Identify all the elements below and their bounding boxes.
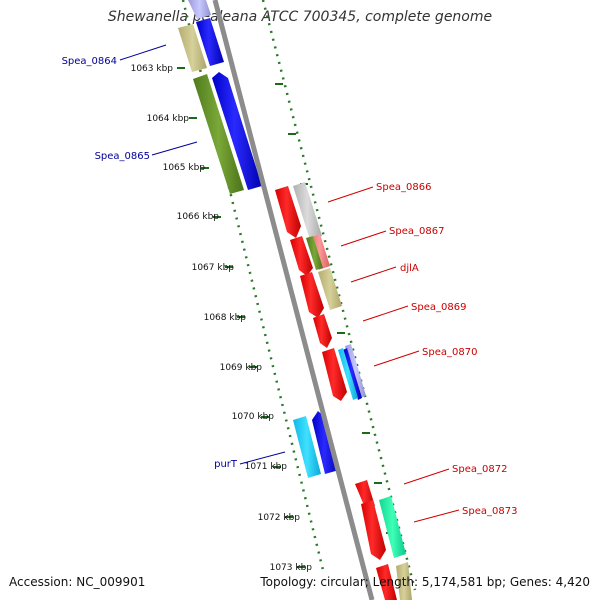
- gene-block-blue-0870: [343, 348, 362, 400]
- gene-arrow-red-0869: [313, 314, 332, 348]
- gene-label-spea-0865[interactable]: Spea_0865: [95, 151, 150, 162]
- kbp-label: 1065 kbp: [163, 163, 206, 173]
- gene-arrow-blue-purt: [312, 411, 339, 474]
- gene-label-spea-0864[interactable]: Spea_0864: [62, 56, 117, 67]
- gene-block-blue-top: [196, 18, 224, 66]
- gene-label-purt[interactable]: purT: [214, 459, 238, 470]
- gene-block-olive-0867: [306, 236, 323, 270]
- gene-arrow-red-0873: [361, 500, 386, 560]
- gene-arrow-red-0870: [322, 348, 347, 401]
- gene-arrow-red-0866: [275, 186, 301, 238]
- gene-block-olive: [193, 74, 244, 194]
- gene-block-gray-0866: [293, 182, 322, 240]
- genome-summary-text: Topology: circular; Length: 5,174,581 bp…: [260, 575, 590, 589]
- genome-backbone: [212, 0, 375, 600]
- gene-arrow-red-0867: [290, 236, 313, 276]
- kbp-label: 1066 kbp: [177, 212, 220, 222]
- kbp-ticks: [177, 67, 305, 568]
- reverse-genes: [178, 0, 339, 478]
- gene-block-lav-top: [188, 0, 211, 19]
- gene-block-tan-top: [178, 24, 207, 72]
- gene-arrow-red-bottom: [376, 564, 397, 600]
- gene-block-lav-0870: [345, 344, 366, 398]
- gene-block-tan-bottom: [396, 562, 412, 600]
- kbp-label: 1067 kbp: [192, 263, 235, 273]
- kbp-label: 1063 kbp: [131, 64, 174, 74]
- gene-block-cyan-0870: [338, 348, 358, 400]
- gene-label-spea-0872[interactable]: Spea_0872: [452, 464, 507, 475]
- gene-arrow-blue-0865: [212, 72, 262, 190]
- kbp-label: 1071 kbp: [245, 462, 288, 472]
- kbp-label: 1064 kbp: [147, 114, 190, 124]
- kbp-label: 1070 kbp: [232, 412, 275, 422]
- kbp-label: 1069 kbp: [220, 363, 263, 373]
- kbp-label: 1068 kbp: [204, 313, 247, 323]
- gene-block-tan-djla: [318, 268, 342, 310]
- gene-block-cyan-purt: [293, 416, 321, 478]
- gene-label-spea-0869[interactable]: Spea_0869: [411, 302, 466, 313]
- gene-label-spea-0867[interactable]: Spea_0867: [389, 226, 444, 237]
- leader-lines: [119, 44, 460, 523]
- gene-label-djla[interactable]: djlA: [400, 263, 419, 274]
- accession-text: Accession: NC_009901: [9, 575, 146, 589]
- gene-labels: Spea_0864 Spea_0865 Spea_0866 Spea_0867 …: [62, 56, 518, 517]
- gene-block-teal-0873: [379, 496, 406, 558]
- tick-track-right: [261, 0, 417, 591]
- gene-arrow-red-0872a: [355, 480, 375, 506]
- gene-label-spea-0870[interactable]: Spea_0870: [422, 347, 477, 358]
- kbp-labels: 1063 kbp 1064 kbp 1065 kbp 1066 kbp 1067…: [131, 64, 313, 573]
- gene-label-spea-0866[interactable]: Spea_0866: [376, 182, 431, 193]
- gene-label-spea-0873[interactable]: Spea_0873: [462, 506, 517, 517]
- kbp-label: 1073 kbp: [270, 563, 313, 573]
- gene-arrow-red-djla: [300, 272, 324, 318]
- kbp-label: 1072 kbp: [258, 513, 301, 523]
- forward-genes: [275, 182, 412, 600]
